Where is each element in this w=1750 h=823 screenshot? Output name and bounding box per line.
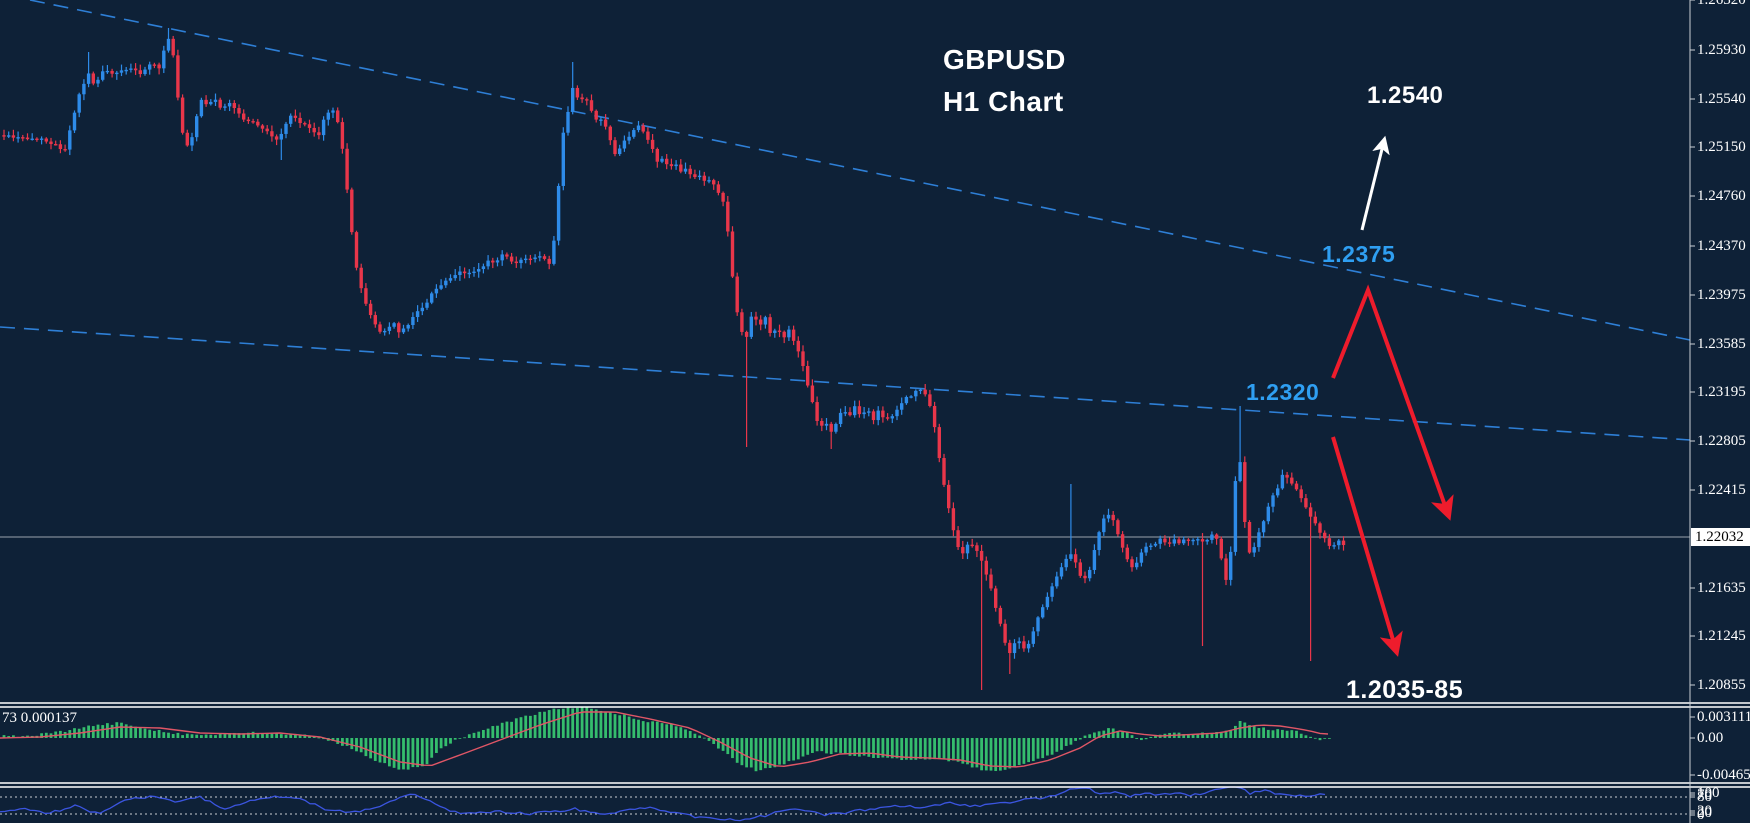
price-tick-label: 1.25930 <box>1697 41 1746 58</box>
price-tick-label: 1.23585 <box>1697 335 1746 352</box>
indicator-tick-label: 30 <box>1697 802 1712 819</box>
annotation-upside-target[interactable]: 1.2540 <box>1367 82 1444 109</box>
price-tick-label: 1.22415 <box>1697 481 1746 498</box>
annotation-resistance-level[interactable]: 1.2375 <box>1322 241 1396 267</box>
lower-descending-trendline[interactable] <box>0 326 1691 441</box>
indicator-tick-label: 0.00 <box>1697 729 1724 746</box>
price-tick-label: 1.22805 <box>1697 432 1746 449</box>
chart-title-timeframe: H1 Chart <box>943 86 1064 117</box>
stochastic-indicator-panel <box>0 786 1690 822</box>
price-tick-label: 1.21635 <box>1697 579 1746 596</box>
annotation-downside-target[interactable]: 1.2035-85 <box>1346 676 1464 704</box>
red-down-arrow-1[interactable] <box>1331 284 1454 521</box>
stochastic-line <box>0 786 1326 822</box>
indicator-tick-label: 0 <box>1697 806 1705 823</box>
trendlines[interactable] <box>0 0 1691 441</box>
upper-descending-trendline[interactable] <box>29 0 1691 341</box>
indicator-tick-label: 100 <box>1697 784 1720 801</box>
macd-value-readout: 73 0.000137 <box>2 710 77 726</box>
price-tick-label: 1.24370 <box>1697 237 1746 254</box>
indicator-tick-label: 70 <box>1697 786 1712 803</box>
price-tick-label: 1.23975 <box>1697 286 1746 303</box>
indicator-tick-label: 80 <box>1697 788 1712 805</box>
macd-indicator-panel <box>0 706 1331 772</box>
current-price-tag: 1.22032 <box>1691 528 1750 546</box>
price-tick-label: 1.20855 <box>1697 676 1746 693</box>
price-tick-label: 1.25150 <box>1697 138 1746 155</box>
price-tick-label: 1.21245 <box>1697 627 1746 644</box>
indicator-tick-label: -0.00465 <box>1697 766 1750 783</box>
price-tick-label: 1.26320 <box>1697 0 1746 8</box>
indicator-tick-label: 0.003111 <box>1697 708 1750 725</box>
price-tick-label: 1.23195 <box>1697 383 1746 400</box>
analysis-arrows[interactable] <box>1331 135 1454 657</box>
chart-title-symbol: GBPUSD <box>943 44 1066 75</box>
macd-signal-line <box>0 711 1329 768</box>
indicator-tick-label: 20 <box>1697 804 1712 821</box>
red-down-arrow-2[interactable] <box>1331 436 1403 657</box>
price-tick-label: 1.24760 <box>1697 187 1746 204</box>
candlestick-series <box>2 28 1346 690</box>
price-tick-label: 1.25540 <box>1697 90 1746 107</box>
annotation-breakdown-level[interactable]: 1.2320 <box>1246 379 1320 405</box>
white-up-arrow[interactable] <box>1360 135 1390 231</box>
